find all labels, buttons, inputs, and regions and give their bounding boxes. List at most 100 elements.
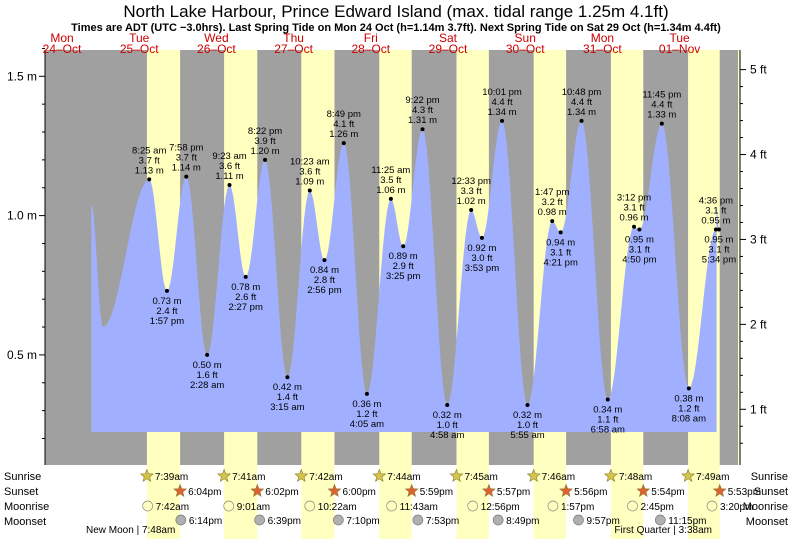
tide-height-ft: 2.4 ft bbox=[156, 306, 177, 317]
tide-height-ft: 3.0 ft bbox=[471, 253, 492, 264]
day-header-date: 28–Oct bbox=[351, 42, 390, 56]
tide-point bbox=[550, 219, 555, 224]
tide-point bbox=[243, 274, 248, 279]
tide-height-m: 0.98 m bbox=[538, 207, 567, 218]
tide-height-m: 0.36 m bbox=[352, 399, 381, 410]
tide-height-ft: 3.6 ft bbox=[299, 167, 320, 178]
day-header-date: 25–Oct bbox=[120, 42, 159, 56]
sunrise-star-icon bbox=[681, 468, 696, 482]
tide-point bbox=[637, 227, 642, 232]
day-header-date: 01–Nov bbox=[659, 42, 700, 56]
tide-time: 7:58 pm bbox=[169, 143, 203, 154]
axes: 0.5 m 1.0 m 1.5 m 1 ft 2 ft 3 ft 4 ft 5 ft bbox=[7, 47, 767, 465]
tide-height-m: 1.31 m bbox=[408, 115, 437, 126]
sunset-time: 6:00pm bbox=[343, 487, 376, 498]
left-tick-label: 1.5 m bbox=[7, 69, 37, 83]
tide-point bbox=[164, 288, 169, 293]
tide-height-ft: 3.3 ft bbox=[461, 186, 482, 197]
sunset-star-icon bbox=[327, 483, 342, 497]
tide-time: 1:47 pm bbox=[535, 187, 569, 198]
moonset-moon-circle-icon bbox=[333, 514, 344, 526]
moon-phase-first-quarter: First Quarter | 3:38am bbox=[614, 525, 712, 536]
moonrise-time: 12:56pm bbox=[481, 502, 520, 513]
tide-time: 4:50 pm bbox=[622, 255, 656, 266]
moonrise-time: 10:22am bbox=[318, 502, 357, 513]
tide-time: 11:25 am bbox=[371, 165, 410, 176]
tide-point bbox=[445, 403, 450, 408]
tide-height-ft: 3.2 ft bbox=[542, 197, 563, 208]
moonset-time: 6:39pm bbox=[268, 516, 301, 527]
tide-labels: 8:25 am3.7 ft1.13 m0.73 m2.4 ft1:57 pm7:… bbox=[132, 87, 736, 441]
tide-height-m: 0.34 m bbox=[593, 404, 622, 415]
tide-height-m: 1.26 m bbox=[329, 129, 358, 140]
tide-height-ft: 3.7 ft bbox=[176, 153, 197, 164]
sunset-time: 5:59pm bbox=[420, 487, 453, 498]
row-label-sunrise-right: Sunrise bbox=[751, 471, 788, 483]
sunrise-star-icon bbox=[449, 468, 464, 482]
daylight-band-lower-0 bbox=[146, 465, 181, 539]
tide-height-ft: 4.4 ft bbox=[651, 100, 672, 111]
moonrise-moon-circle-icon bbox=[467, 500, 479, 512]
day-header-date: 30–Oct bbox=[506, 42, 545, 56]
tide-height-m: 0.92 m bbox=[467, 243, 496, 254]
sunset-time: 6:02pm bbox=[265, 487, 298, 498]
row-label-sunset-left: Sunset bbox=[4, 486, 38, 498]
tide-time: 11:45 pm bbox=[642, 90, 681, 101]
tide-time: 6:58 am bbox=[591, 424, 625, 435]
sunset-time: 5:56pm bbox=[574, 487, 607, 498]
right-tick-label: 2 ft bbox=[750, 317, 767, 331]
day-header-dow: Tue bbox=[669, 31, 690, 45]
tide-point bbox=[525, 403, 530, 408]
tide-point bbox=[632, 224, 637, 229]
moonrise-moon-circle-icon bbox=[142, 500, 154, 512]
tide-height-ft: 1.1 ft bbox=[597, 414, 618, 425]
tide-height-ft: 4.1 ft bbox=[333, 119, 354, 130]
tide-time: 5:55 am bbox=[510, 430, 544, 441]
moonset-moon-circle-icon bbox=[654, 514, 666, 526]
tide-height-ft: 1.6 ft bbox=[197, 370, 218, 381]
moonset-moon-circle-icon bbox=[573, 514, 584, 526]
tide-height-m: 0.95 m bbox=[704, 235, 733, 246]
tide-time: 3:25 pm bbox=[386, 271, 420, 282]
tide-height-m: 0.73 m bbox=[152, 296, 181, 307]
tide-point bbox=[401, 244, 406, 249]
tide-height-ft: 4.4 ft bbox=[571, 97, 592, 108]
tide-height-m: 0.89 m bbox=[389, 251, 418, 262]
moon-phase-new-moon: New Moon | 7:48am bbox=[86, 525, 175, 536]
sunrise-time: 7:46am bbox=[542, 472, 575, 483]
day-header-date: 24–Oct bbox=[43, 42, 82, 56]
tide-height-m: 0.95 m bbox=[701, 216, 730, 227]
day-header-dow: Thu bbox=[283, 31, 304, 45]
tide-height-m: 1.02 m bbox=[457, 196, 486, 207]
sunrise-star-icon bbox=[526, 468, 541, 482]
day-header-dow: Tue bbox=[129, 31, 150, 45]
tide-height-ft: 1.0 ft bbox=[517, 420, 538, 431]
sunset-star-icon bbox=[559, 483, 574, 497]
sunrise-star-icon bbox=[217, 468, 232, 482]
tide-time: 3:15 am bbox=[270, 402, 304, 413]
tide-height-ft: 2.6 ft bbox=[235, 292, 256, 303]
moonset-time: 7:53pm bbox=[426, 516, 459, 527]
tide-point bbox=[388, 196, 393, 201]
tide-height-ft: 1.2 ft bbox=[356, 409, 377, 420]
sunrise-time: 7:42am bbox=[309, 472, 342, 483]
tide-height-ft: 1.0 ft bbox=[437, 420, 458, 431]
tide-height-ft: 1.2 ft bbox=[678, 403, 699, 414]
row-label-moonset-left: Moonset bbox=[4, 516, 46, 528]
sunrise-time: 7:44am bbox=[387, 472, 420, 483]
left-tick-label: 1.0 m bbox=[7, 209, 37, 223]
tide-height-ft: 3.9 ft bbox=[254, 136, 275, 147]
sunrise-star-icon bbox=[372, 468, 387, 482]
daylight-band-edge bbox=[738, 50, 740, 465]
header: North Lake Harbour, Prince Edward Island… bbox=[71, 2, 721, 34]
tide-height-ft: 3.6 ft bbox=[219, 161, 240, 172]
day-header-dow: Mon bbox=[50, 31, 73, 45]
tide-time: 5:34 pm bbox=[702, 255, 736, 266]
tide-time: 9:22 pm bbox=[405, 95, 439, 106]
tide-height-m: 1.13 m bbox=[135, 165, 164, 176]
moonset-moon-circle-icon bbox=[175, 514, 187, 526]
day-headers: Mon24–OctTue25–OctWed26–OctThu27–OctFri2… bbox=[43, 31, 701, 56]
row-label-moonset-right: Moonset bbox=[746, 516, 788, 528]
sunrise-star-icon bbox=[294, 468, 309, 482]
